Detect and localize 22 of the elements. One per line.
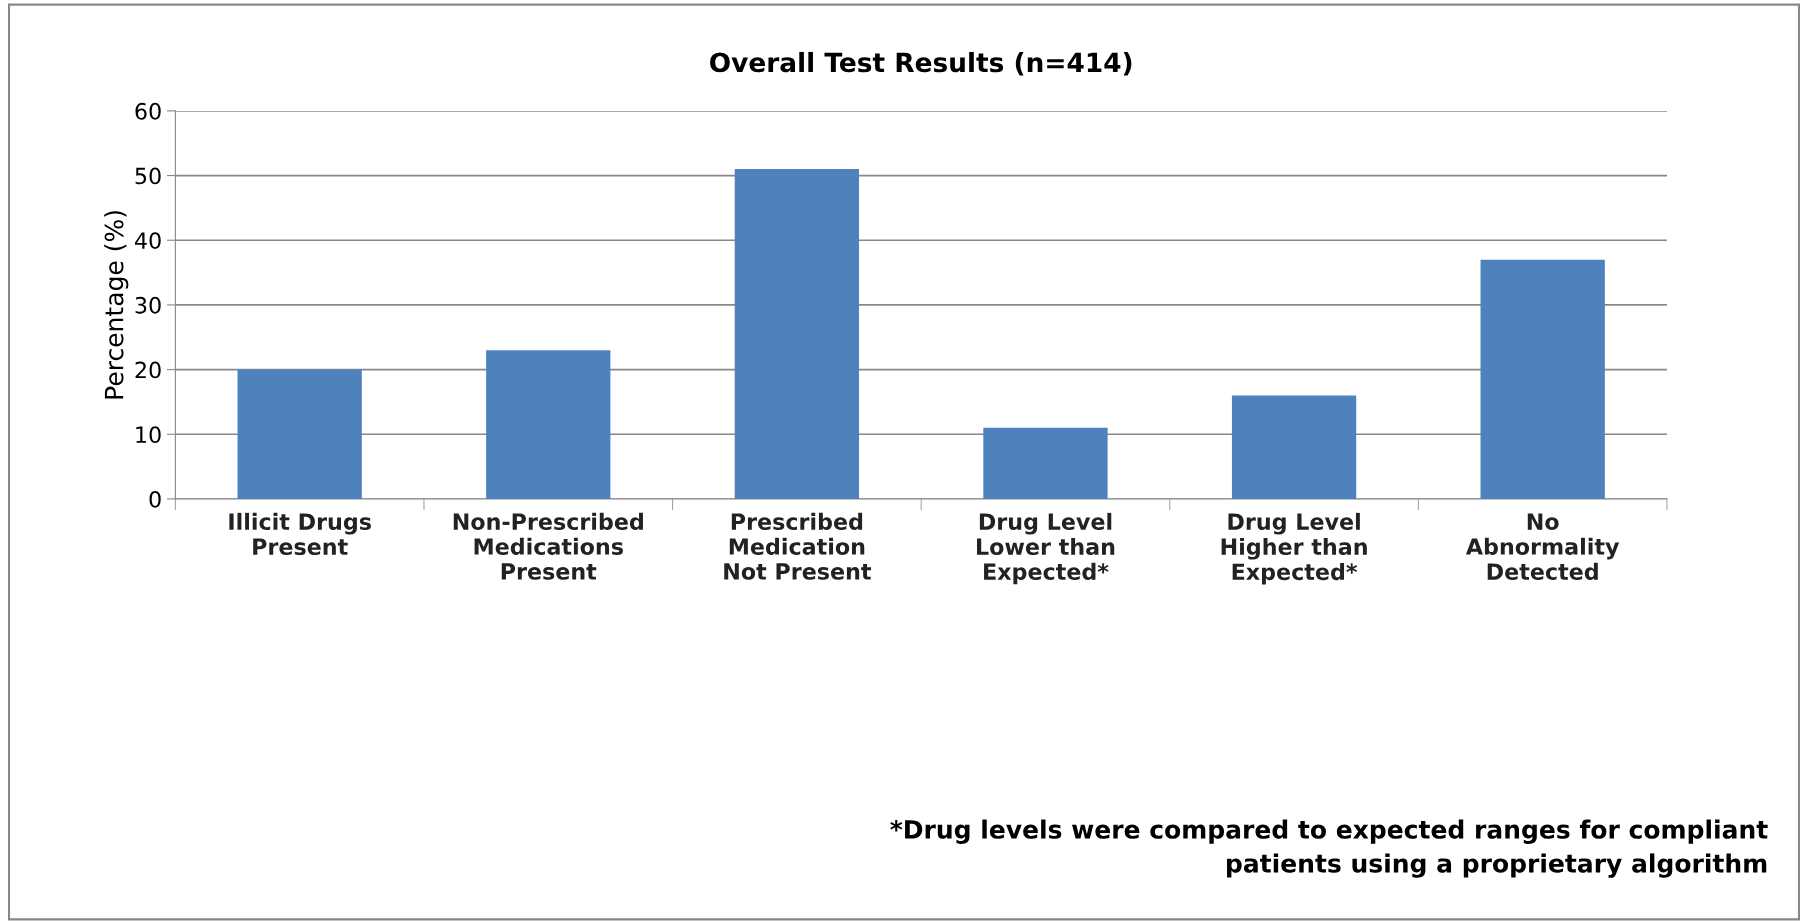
bar (734, 169, 860, 499)
y-tick-label: 20 (135, 361, 161, 379)
y-tick-label: 50 (135, 167, 161, 185)
x-tick-label: Drug Level Lower than Expected* (977, 512, 1115, 585)
bar (237, 369, 362, 499)
text: *Drug levels were compared to expected ranges for compliant patients using a proprietary algorithm (890, 819, 1768, 878)
bar (1480, 259, 1605, 499)
chart-title: Overall Test Results (n=414) (710, 51, 1132, 76)
y-tick-label: 30 (135, 296, 161, 314)
x-tick-label: Illicit Drugs Present (229, 512, 371, 556)
y-tick-label: 10 (136, 426, 161, 444)
y-tick-label: 60 (135, 102, 161, 120)
x-tick-label: No Abnormality Detected (1465, 513, 1620, 580)
y-tick-label: 0 (149, 490, 161, 508)
x-tick-label: Prescribed Medication Not Present (724, 512, 872, 580)
bar (983, 427, 1108, 499)
y-tick-label: 40 (134, 232, 161, 249)
x-tick-label: Drug Level Higher than Expected* (1221, 512, 1367, 585)
y-axis-title: Percentage (%) (104, 211, 129, 399)
bar (1231, 395, 1357, 499)
x-tick-label: Non-Prescribed Medications Present (453, 512, 643, 580)
bar (486, 350, 611, 499)
